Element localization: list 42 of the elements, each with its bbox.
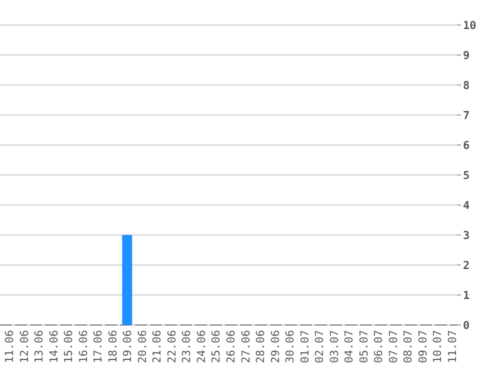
y-tick-label: 7 bbox=[463, 108, 470, 122]
y-tick-label: 4 bbox=[463, 198, 470, 212]
y-tick-label: 1 bbox=[463, 288, 470, 302]
x-tick-label: 06.07 bbox=[372, 330, 386, 364]
x-tick-label: 03.07 bbox=[328, 330, 341, 364]
x-tick-label: 26.06 bbox=[224, 330, 238, 364]
x-tick-label: 11.06 bbox=[3, 330, 16, 364]
x-tick-label: 05.07 bbox=[357, 330, 370, 364]
x-tick-label: 10.07 bbox=[431, 330, 444, 364]
x-tick-label: 23.06 bbox=[180, 330, 194, 364]
x-tick-label: 13.06 bbox=[32, 330, 46, 364]
x-tick-label: 01.07 bbox=[298, 330, 312, 364]
y-tick-label: 0 bbox=[463, 318, 470, 332]
x-tick-label: 19.06 bbox=[121, 330, 134, 364]
x-tick-label: 29.06 bbox=[268, 330, 282, 364]
x-tick-label: 16.06 bbox=[76, 330, 90, 364]
y-tick-label: 3 bbox=[463, 228, 470, 242]
x-tick-label: 30.06 bbox=[284, 330, 297, 364]
x-tick-label: 12.06 bbox=[18, 330, 31, 364]
x-tick-label: 28.06 bbox=[254, 330, 268, 364]
x-tick-label: 20.06 bbox=[136, 330, 149, 364]
y-tick-label: 5 bbox=[463, 168, 470, 182]
x-tick-label: 02.07 bbox=[313, 330, 326, 364]
y-tick-label: 10 bbox=[463, 18, 476, 32]
x-tick-label: 14.06 bbox=[47, 330, 60, 364]
x-tick-label: 17.06 bbox=[92, 330, 105, 364]
x-tick-label: 21.06 bbox=[150, 330, 164, 364]
x-tick-label: 15.06 bbox=[62, 330, 76, 364]
x-tick-label: 09.07 bbox=[416, 330, 430, 364]
y-tick-label: 6 bbox=[463, 138, 470, 152]
x-tick-label: 04.07 bbox=[342, 330, 356, 364]
y-tick-label: 9 bbox=[463, 48, 470, 62]
y-tick-label: 8 bbox=[463, 78, 470, 92]
x-tick-label: 25.06 bbox=[210, 330, 223, 364]
x-tick-label: 27.06 bbox=[239, 330, 252, 364]
y-tick-label: 2 bbox=[463, 258, 470, 272]
x-tick-label: 11.07 bbox=[446, 330, 459, 364]
x-tick-label: 07.07 bbox=[386, 330, 400, 364]
x-tick-label: 24.06 bbox=[194, 330, 208, 364]
x-tick-label: 18.06 bbox=[106, 330, 120, 364]
x-tick-label: 22.06 bbox=[165, 330, 178, 364]
x-tick-label: 08.07 bbox=[402, 330, 415, 364]
